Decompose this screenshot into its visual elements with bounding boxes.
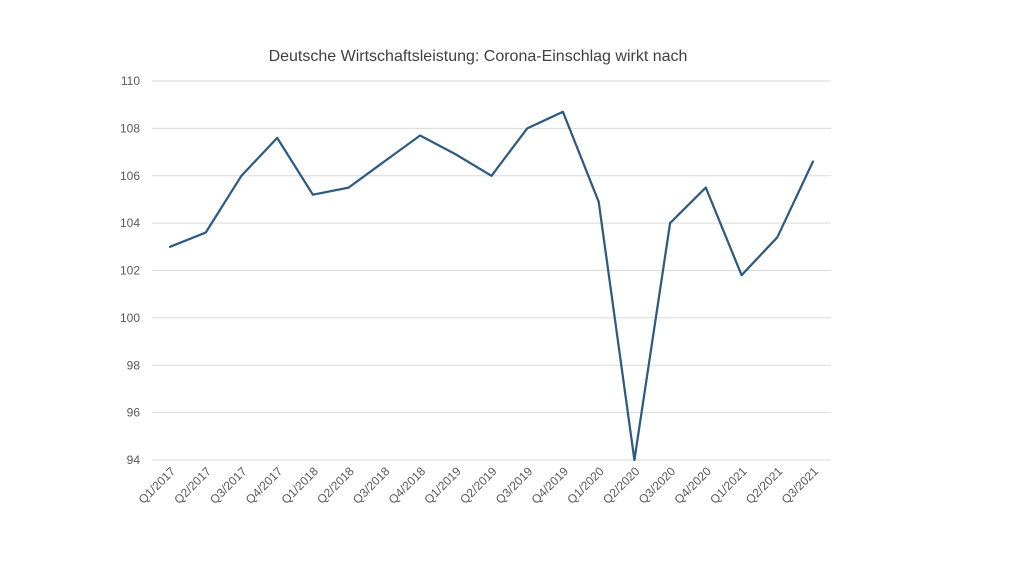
y-tick-label: 96 <box>127 406 141 420</box>
x-tick-label: Q4/2020 <box>671 464 714 507</box>
y-tick-label: 94 <box>127 453 141 467</box>
y-tick-label: 110 <box>121 74 140 88</box>
x-tick-label: Q2/2019 <box>457 464 500 507</box>
x-tick-label: Q1/2019 <box>421 464 464 507</box>
x-tick-label: Q3/2021 <box>779 464 822 507</box>
x-tick-label: Q2/2018 <box>314 464 357 507</box>
x-tick-label: Q3/2019 <box>493 464 536 507</box>
y-tick-label: 98 <box>127 358 141 372</box>
x-tick-label: Q1/2020 <box>564 464 607 507</box>
x-tick-label: Q3/2018 <box>350 464 393 507</box>
y-tick-label: 102 <box>120 264 140 278</box>
y-tick-label: 100 <box>120 311 140 325</box>
x-tick-label: Q1/2018 <box>279 464 322 507</box>
chart-title: Deutsche Wirtschaftsleistung: Corona-Ein… <box>268 48 688 65</box>
x-tick-label: Q3/2017 <box>207 464 250 507</box>
y-tick-label: 104 <box>120 216 140 230</box>
y-tick-label: 108 <box>120 121 140 135</box>
x-tick-label: Q4/2017 <box>243 464 286 507</box>
x-tick-label: Q1/2021 <box>707 464 750 507</box>
x-tick-label: Q2/2017 <box>171 464 214 507</box>
x-tick-label: Q4/2018 <box>386 464 429 507</box>
x-tick-label: Q1/2017 <box>136 464 179 507</box>
x-tick-label: Q2/2021 <box>743 464 786 507</box>
y-tick-label: 106 <box>120 169 140 183</box>
x-tick-label: Q4/2019 <box>529 464 572 507</box>
x-tick-label: Q3/2020 <box>636 464 679 507</box>
series-line <box>168 110 815 462</box>
x-tick-label: Q2/2020 <box>600 464 643 507</box>
